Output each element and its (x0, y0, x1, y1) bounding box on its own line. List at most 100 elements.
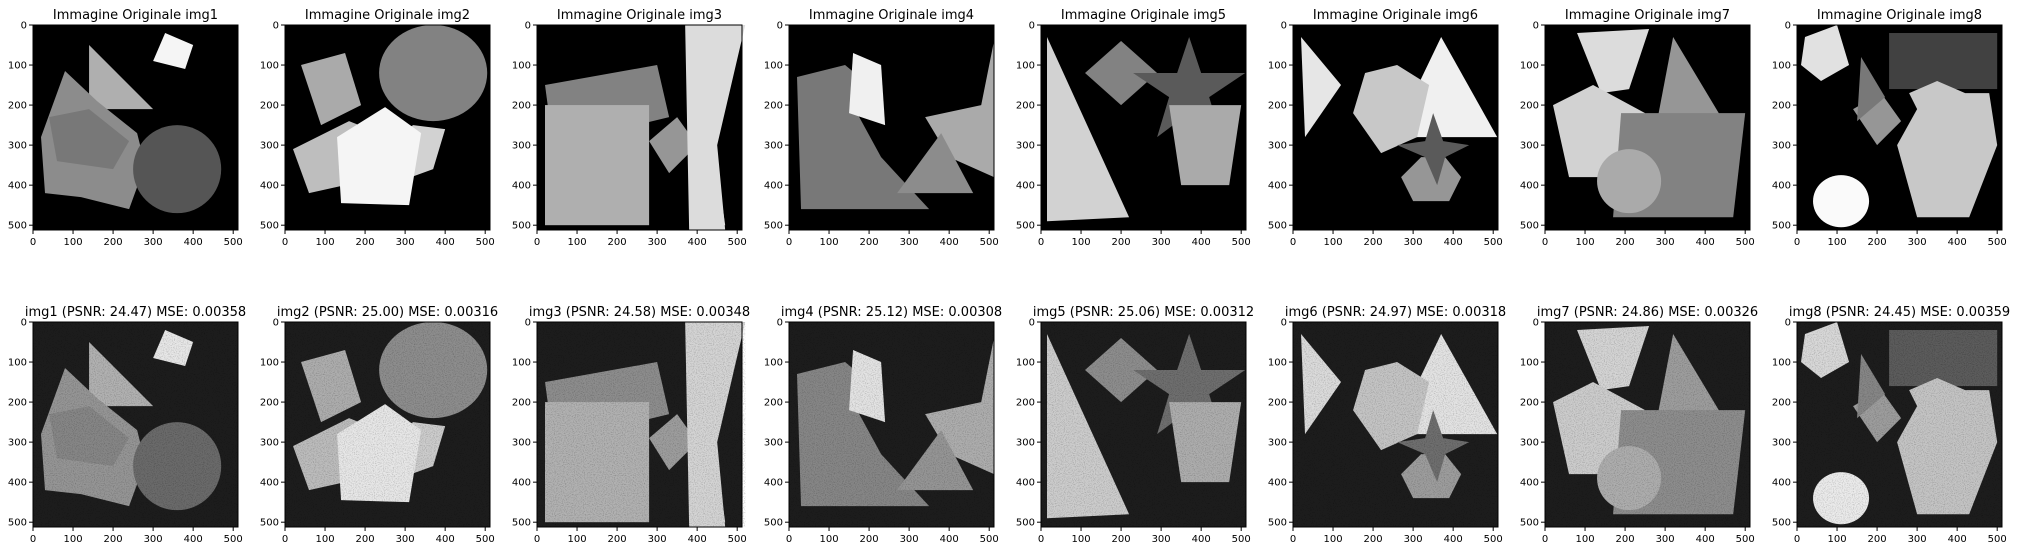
x-tick-label: 100 (1323, 237, 1342, 248)
y-tick-label: 300 (764, 141, 783, 152)
y-tick-label: 400 (1268, 181, 1287, 192)
x-tick-label: 300 (1152, 534, 1171, 545)
axes-frame (1796, 24, 2003, 231)
image-content (285, 322, 490, 527)
axes-frame (1796, 321, 2003, 528)
subplot-title: img1 (PSNR: 24.47) MSE: 0.00358 (25, 305, 246, 320)
x-tick-label: 400 (436, 237, 455, 248)
x-tick-label: 400 (1192, 534, 1211, 545)
y-tick-label: 100 (1268, 358, 1287, 369)
image-shape (1301, 37, 1342, 138)
subplot-title: img6 (PSNR: 24.97) MSE: 0.00318 (1285, 305, 1506, 320)
image-shape (133, 125, 222, 214)
y-tick-label: 500 (512, 518, 531, 529)
subplot-title: img4 (PSNR: 25.12) MSE: 0.00308 (781, 305, 1002, 320)
y-tick-label: 500 (1520, 518, 1539, 529)
x-tick-label: 400 (940, 534, 959, 545)
y-tick-label: 200 (1016, 398, 1035, 409)
x-tick-label: 100 (315, 534, 334, 545)
y-tick-label: 0 (525, 21, 531, 32)
x-tick-label: 400 (1696, 534, 1715, 545)
y-tick-label: 0 (1533, 21, 1539, 32)
image-shape (685, 322, 746, 527)
y-tick-label: 400 (1772, 478, 1791, 489)
x-tick-label: 400 (1948, 237, 1967, 248)
image-content (1545, 25, 1750, 230)
x-tick-label: 100 (819, 237, 838, 248)
x-tick-label: 200 (1616, 237, 1635, 248)
image-shape (897, 133, 974, 194)
image-content (1797, 322, 2002, 527)
y-tick-label: 300 (1772, 438, 1791, 449)
image-shape (1301, 334, 1342, 435)
x-tick-label: 0 (1290, 534, 1296, 545)
x-tick-label: 200 (608, 237, 627, 248)
x-tick-label: 200 (356, 237, 375, 248)
image-shape (545, 402, 650, 523)
x-tick-label: 100 (63, 534, 82, 545)
x-tick-label: 500 (980, 534, 999, 545)
x-tick-label: 0 (786, 534, 792, 545)
x-tick-label: 0 (1290, 237, 1296, 248)
x-tick-label: 100 (1827, 534, 1846, 545)
y-tick-label: 400 (260, 181, 279, 192)
y-tick-label: 400 (512, 181, 531, 192)
image-shape (1353, 65, 1430, 154)
y-tick-label: 100 (260, 358, 279, 369)
x-tick-label: 100 (315, 237, 334, 248)
x-tick-label: 400 (688, 534, 707, 545)
x-tick-label: 0 (1794, 534, 1800, 545)
y-tick-label: 200 (764, 398, 783, 409)
x-tick-label: 200 (104, 534, 123, 545)
x-tick-label: 200 (1868, 534, 1887, 545)
image-shape (1857, 354, 1886, 419)
subplot-title: Immagine Originale img7 (1565, 8, 1730, 23)
image-shape (1085, 338, 1158, 403)
image-shape (1353, 362, 1430, 451)
x-tick-label: 0 (534, 534, 540, 545)
y-tick-label: 300 (1016, 141, 1035, 152)
x-tick-label: 200 (860, 534, 879, 545)
y-tick-label: 500 (1268, 221, 1287, 232)
axes-frame (1544, 24, 1751, 231)
image-shape (379, 25, 488, 122)
y-tick-label: 200 (1520, 101, 1539, 112)
y-tick-label: 300 (1772, 141, 1791, 152)
x-tick-label: 0 (1038, 237, 1044, 248)
y-tick-label: 300 (1016, 438, 1035, 449)
axes-frame (284, 321, 491, 528)
image-shape (1397, 410, 1470, 483)
x-tick-label: 0 (30, 534, 36, 545)
image-content (537, 25, 746, 230)
x-tick-label: 400 (1948, 534, 1967, 545)
y-tick-label: 100 (764, 358, 783, 369)
image-content (1545, 322, 1750, 527)
subplot-title: img5 (PSNR: 25.06) MSE: 0.00312 (1033, 305, 1254, 320)
y-tick-label: 0 (1281, 318, 1287, 329)
image-shape (1401, 157, 1462, 202)
y-tick-label: 200 (260, 101, 279, 112)
image-shape (1657, 37, 1722, 122)
subplot-title: img7 (PSNR: 24.86) MSE: 0.00326 (1537, 305, 1758, 320)
x-tick-label: 400 (436, 534, 455, 545)
axes-frame (788, 24, 995, 231)
x-tick-label: 200 (860, 237, 879, 248)
x-tick-label: 0 (282, 237, 288, 248)
y-tick-label: 0 (777, 318, 783, 329)
y-tick-label: 300 (260, 438, 279, 449)
y-tick-label: 200 (512, 101, 531, 112)
y-tick-label: 100 (1520, 358, 1539, 369)
x-tick-label: 200 (1868, 237, 1887, 248)
image-shape (337, 107, 422, 206)
y-tick-label: 400 (8, 181, 27, 192)
y-tick-label: 0 (1785, 318, 1791, 329)
image-shape (379, 322, 488, 419)
image-shape (1169, 105, 1242, 186)
x-tick-label: 300 (144, 237, 163, 248)
